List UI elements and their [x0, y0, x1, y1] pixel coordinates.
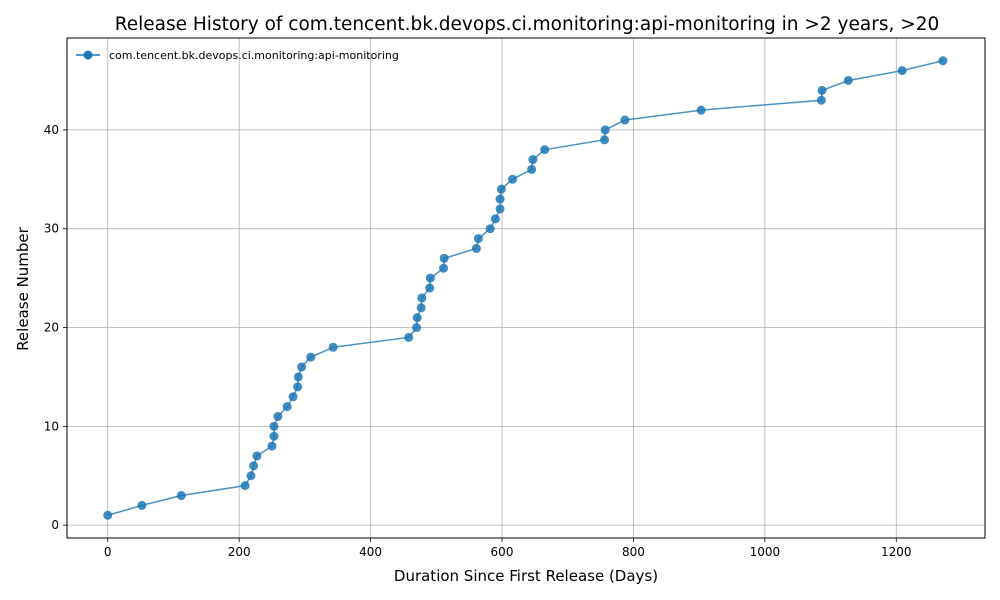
- y-axis-ticks: 0 10 20 30 40: [44, 123, 67, 532]
- data-point: [485, 224, 495, 234]
- data-point: [269, 421, 279, 431]
- data-point: [288, 392, 298, 402]
- data-point: [306, 352, 316, 362]
- x-tick-label: 800: [622, 545, 645, 559]
- data-point: [252, 451, 262, 461]
- data-point: [137, 500, 147, 510]
- x-axis-title: Duration Since First Release (Days): [394, 567, 658, 585]
- data-point: [471, 243, 481, 253]
- series-layer: [103, 56, 948, 520]
- data-point: [412, 313, 422, 323]
- y-axis-title: Release Number: [14, 226, 32, 350]
- y-tick-label: 0: [51, 518, 59, 532]
- data-point: [696, 105, 706, 115]
- data-point: [508, 174, 518, 184]
- data-point: [103, 510, 113, 520]
- y-tick-label: 20: [44, 321, 59, 335]
- data-point: [600, 135, 610, 145]
- series-line: [107, 60, 944, 516]
- data-point: [267, 441, 277, 451]
- data-point: [249, 461, 259, 471]
- data-point: [938, 56, 948, 66]
- data-point: [412, 323, 422, 333]
- x-tick-label: 400: [359, 545, 382, 559]
- data-point: [297, 362, 307, 372]
- plot-frame: [66, 37, 986, 539]
- data-point: [404, 332, 414, 342]
- data-point: [176, 491, 186, 501]
- data-point: [439, 263, 449, 273]
- plot-area: 0 200 400 600 800 1000 1200 0 10 20 30 40: [44, 37, 986, 559]
- data-point: [897, 66, 907, 76]
- data-point: [496, 184, 506, 194]
- legend-marker: [83, 50, 93, 60]
- y-tick-label: 10: [44, 419, 59, 433]
- data-point: [495, 194, 505, 204]
- y-tick-label: 40: [44, 123, 59, 137]
- x-tick-label: 1000: [750, 545, 781, 559]
- data-point: [273, 411, 283, 421]
- y-tick-label: 30: [44, 222, 59, 236]
- data-point: [495, 204, 505, 214]
- data-point: [416, 303, 426, 313]
- data-point: [328, 342, 338, 352]
- data-point: [528, 155, 538, 165]
- data-point: [540, 145, 550, 155]
- data-point: [473, 234, 483, 244]
- legend: com.tencent.bk.devops.ci.monitoring:api-…: [76, 49, 399, 62]
- x-tick-label: 0: [104, 545, 112, 559]
- data-point: [293, 372, 303, 382]
- chart-title: Release History of com.tencent.bk.devops…: [115, 14, 940, 35]
- grid: [67, 38, 985, 538]
- data-point: [600, 125, 610, 135]
- data-point: [527, 164, 537, 174]
- data-point: [620, 115, 630, 125]
- data-point: [439, 253, 449, 263]
- x-tick-label: 1200: [881, 545, 912, 559]
- data-point: [269, 431, 279, 441]
- data-point: [425, 283, 435, 293]
- data-point: [490, 214, 500, 224]
- legend-label: com.tencent.bk.devops.ci.monitoring:api-…: [109, 49, 399, 62]
- data-point: [246, 471, 256, 481]
- data-point: [425, 273, 435, 283]
- data-point: [816, 95, 826, 105]
- data-point: [293, 382, 303, 392]
- data-point: [843, 75, 853, 85]
- x-tick-label: 200: [228, 545, 251, 559]
- data-point: [240, 481, 250, 491]
- data-point: [817, 85, 827, 95]
- data-point: [417, 293, 427, 303]
- x-tick-label: 600: [491, 545, 514, 559]
- x-axis-ticks: 0 200 400 600 800 1000 1200: [104, 538, 912, 559]
- data-point: [282, 402, 292, 412]
